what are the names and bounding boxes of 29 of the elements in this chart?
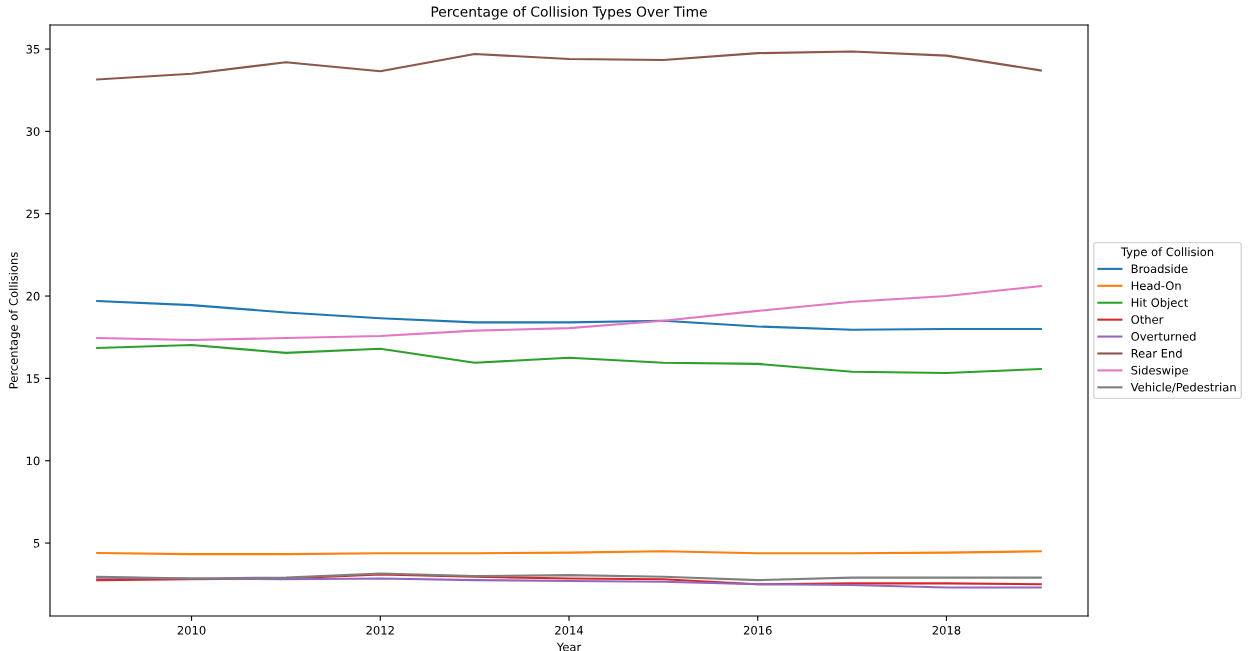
legend-label: Head-On: [1131, 281, 1181, 290]
y-tick-label: 15: [26, 374, 40, 383]
x-tick-label: 2016: [743, 625, 772, 635]
y-tick-label: 30: [26, 127, 40, 136]
x-tick-label: 2012: [366, 625, 394, 635]
legend-label: Other: [1131, 314, 1164, 324]
line-series: [96, 285, 1042, 342]
legend-label: Sideswipe: [1131, 365, 1189, 377]
x-tick-label: 2010: [177, 625, 206, 635]
legend-label: Overturned: [1131, 331, 1196, 341]
legend-label: Vehicle/Pedestrian: [1130, 382, 1236, 393]
y-tick-label: 10: [26, 456, 40, 466]
legend-label: Broadside: [1131, 264, 1188, 274]
y-tick-label: 20: [26, 291, 40, 301]
x-axis-title: Year: [556, 642, 582, 651]
legend-label: Rear End: [1131, 348, 1182, 358]
line-series: [96, 299, 1042, 331]
line-series: [96, 572, 1042, 582]
line-series: [96, 343, 1042, 374]
chart-title: Percentage of Collision Types Over Time: [431, 6, 707, 20]
line-series: [96, 50, 1042, 81]
y-axis-title: Percentage of Collisions: [8, 252, 21, 389]
y-tick-label: 5: [33, 539, 40, 548]
y-tick-label: 25: [26, 209, 40, 219]
legend-title: Type of Collision: [1120, 247, 1214, 259]
legend-label: Hit Object: [1131, 298, 1188, 310]
x-tick-label: 2014: [555, 625, 584, 635]
x-tick-label: 2018: [932, 625, 961, 635]
y-tick-label: 35: [26, 44, 40, 54]
